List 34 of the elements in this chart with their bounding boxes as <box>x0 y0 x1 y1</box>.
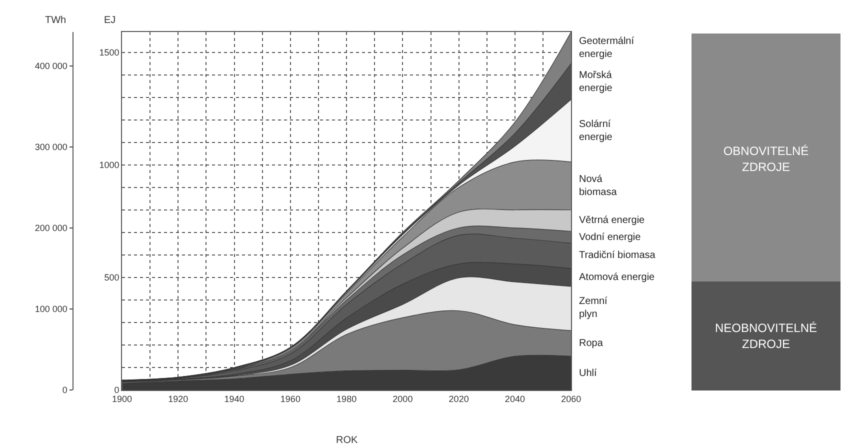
x-axis-title: ROK <box>336 435 358 446</box>
y-tick-label: 1500 <box>99 47 120 58</box>
y-axis-title: EJ <box>104 15 116 26</box>
series-label: Mořská energie <box>579 70 613 94</box>
y2-tick-label: 200 000 <box>34 223 68 234</box>
series-label: Vodní energie <box>579 232 642 243</box>
x-tick-label: 2020 <box>448 394 469 404</box>
series-label: Větrná energie <box>579 215 646 226</box>
series-label: Uhlí <box>579 368 598 379</box>
series-label: Zemní plyn <box>579 296 608 320</box>
x-tick-label: 2000 <box>392 394 413 404</box>
series-label: Atomová energie <box>579 272 656 283</box>
series-label: Nová biomasa <box>579 174 618 198</box>
x-tick-label: 2060 <box>561 394 582 404</box>
series-label: Solární energie <box>579 119 613 143</box>
x-tick-label: 1960 <box>280 394 300 404</box>
y-tick-label: 1000 <box>99 160 120 170</box>
x-tick-label: 1900 <box>112 394 132 404</box>
series-label: Tradiční biomasa <box>579 250 656 261</box>
y2-tick-label: 300 000 <box>34 142 68 152</box>
series-label: Ropa <box>579 338 604 349</box>
x-tick-label: 1940 <box>224 394 244 404</box>
y2-tick-label: 0 <box>62 385 68 396</box>
series-label: Geotermální energie <box>579 36 634 60</box>
y2-axis-title: TWh <box>45 15 66 26</box>
x-tick-label: 2040 <box>504 394 525 404</box>
y2-tick-label: 100 000 <box>34 304 68 314</box>
x-tick-label: 1920 <box>168 394 188 404</box>
y2-tick-label: 400 000 <box>34 60 68 71</box>
y-tick-label: 0 <box>114 385 120 396</box>
y-tick-label: 500 <box>104 272 120 283</box>
x-tick-label: 1980 <box>336 394 357 404</box>
text: NEOBNOVITELNÉ ZDROJE <box>714 321 818 351</box>
text: OBNOVITELNÉ ZDROJE <box>723 144 809 174</box>
